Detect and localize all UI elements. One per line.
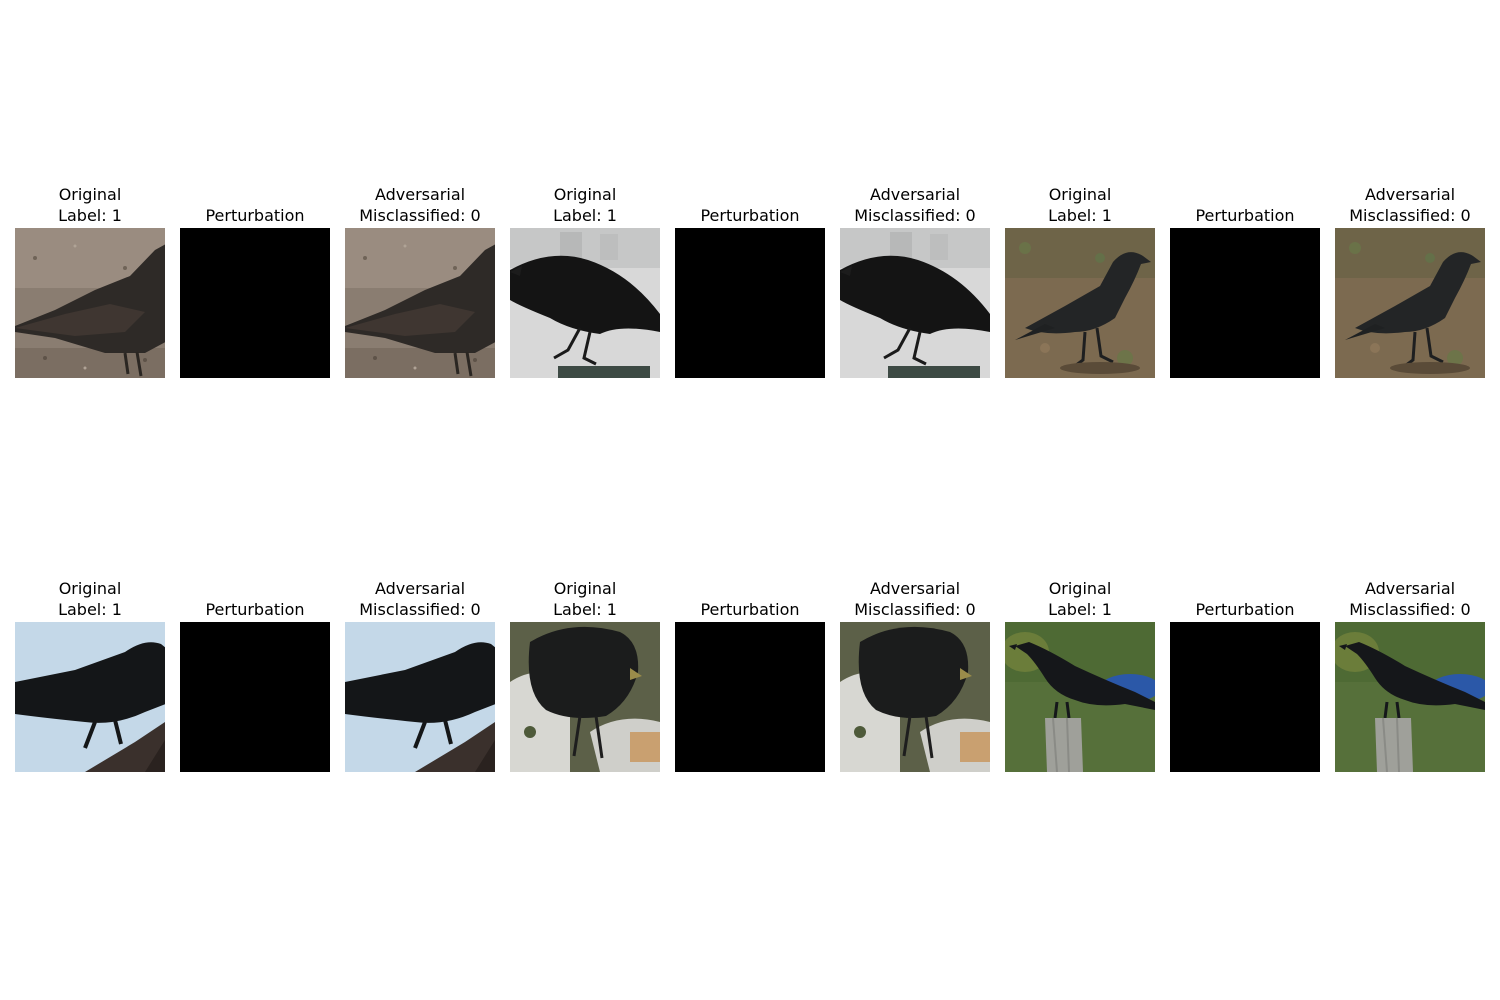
panel-title: Perturbation [655,182,845,226]
panel-title-line2: Label: 1 [58,206,122,225]
panel-title: Perturbation [1150,576,1340,620]
perturbation-image [180,622,330,772]
panel-adversarial: Adversarial Misclassified: 0 [1335,572,1485,772]
panel-perturbation: Perturbation [180,572,330,772]
panel-title-line2: Label: 1 [553,206,617,225]
panel-title-line1: Original [553,185,617,204]
panel-adversarial: Adversarial Misclassified: 0 [840,572,990,772]
crow-image [840,622,990,772]
panel-title-line2: Misclassified: 0 [1349,206,1471,225]
panel-title-line1: Original [1048,579,1112,598]
panel-title-line1: Adversarial [869,185,961,204]
panel-title: Perturbation [160,182,350,226]
crow-image [840,228,990,378]
panel-title-line2: Perturbation [205,600,305,619]
panel-title-line2: Misclassified: 0 [1349,600,1471,619]
panel-title-line1: Original [553,579,617,598]
panel-title: Original Label: 1 [490,576,680,620]
panel-title-line2: Perturbation [1195,206,1295,225]
panel-title-line1: Original [58,185,122,204]
panel-title-line2: Perturbation [700,600,800,619]
crow-image [1335,622,1485,772]
row-1: Original Label: 1 Perturbation Adversari… [15,178,1485,378]
crow-image [1335,228,1485,378]
panel-title: Adversarial Misclassified: 0 [325,182,515,226]
panel-title-line2: Label: 1 [1048,206,1112,225]
panel-original: Original Label: 1 [510,572,660,772]
panel-title-line1: Adversarial [1364,185,1456,204]
panel-title-line1: Adversarial [374,185,466,204]
panel-title-line2: Label: 1 [553,600,617,619]
panel-title-line1: Adversarial [1364,579,1456,598]
panel-title: Adversarial Misclassified: 0 [820,576,1010,620]
panel-title: Original Label: 1 [490,182,680,226]
crow-image [15,622,165,772]
panel-adversarial: Adversarial Misclassified: 0 [345,572,495,772]
panel-perturbation: Perturbation [675,178,825,378]
perturbation-image [1170,228,1320,378]
crow-image [510,622,660,772]
panel-title-line2: Misclassified: 0 [359,600,481,619]
panel-title-line2: Perturbation [700,206,800,225]
panel-original: Original Label: 1 [1005,572,1155,772]
crow-image [1005,622,1155,772]
panel-title: Perturbation [1150,182,1340,226]
panel-original: Original Label: 1 [510,178,660,378]
row-2: Original Label: 1 Perturbation Adversari… [15,572,1485,772]
panel-title: Original Label: 1 [0,182,185,226]
perturbation-image [1170,622,1320,772]
panel-title: Original Label: 1 [985,182,1175,226]
panel-original: Original Label: 1 [15,572,165,772]
panel-title: Perturbation [160,576,350,620]
panel-adversarial: Adversarial Misclassified: 0 [1335,178,1485,378]
panel-title-line2: Misclassified: 0 [854,600,976,619]
perturbation-image [675,228,825,378]
panel-perturbation: Perturbation [1170,178,1320,378]
panel-title-line2: Misclassified: 0 [359,206,481,225]
panel-title: Adversarial Misclassified: 0 [820,182,1010,226]
panel-title-line1: Adversarial [374,579,466,598]
panel-perturbation: Perturbation [675,572,825,772]
crow-image [15,228,165,378]
crow-image [345,228,495,378]
crow-image [510,228,660,378]
panel-title-line1: Adversarial [869,579,961,598]
panel-original: Original Label: 1 [1005,178,1155,378]
panel-title-line2: Perturbation [205,206,305,225]
panel-adversarial: Adversarial Misclassified: 0 [840,178,990,378]
panel-original: Original Label: 1 [15,178,165,378]
perturbation-image [180,228,330,378]
panel-title: Original Label: 1 [985,576,1175,620]
panel-title: Perturbation [655,576,845,620]
panel-adversarial: Adversarial Misclassified: 0 [345,178,495,378]
crow-image [345,622,495,772]
panel-title-line2: Label: 1 [58,600,122,619]
panel-title: Adversarial Misclassified: 0 [1315,576,1500,620]
panel-title-line2: Misclassified: 0 [854,206,976,225]
panel-title-line2: Label: 1 [1048,600,1112,619]
panel-title: Adversarial Misclassified: 0 [325,576,515,620]
panel-title-line1: Original [58,579,122,598]
panel-title-line1: Original [1048,185,1112,204]
crow-image [1005,228,1155,378]
panel-title: Adversarial Misclassified: 0 [1315,182,1500,226]
panel-title: Original Label: 1 [0,576,185,620]
panel-title-line2: Perturbation [1195,600,1295,619]
perturbation-image [675,622,825,772]
panel-perturbation: Perturbation [1170,572,1320,772]
panel-perturbation: Perturbation [180,178,330,378]
